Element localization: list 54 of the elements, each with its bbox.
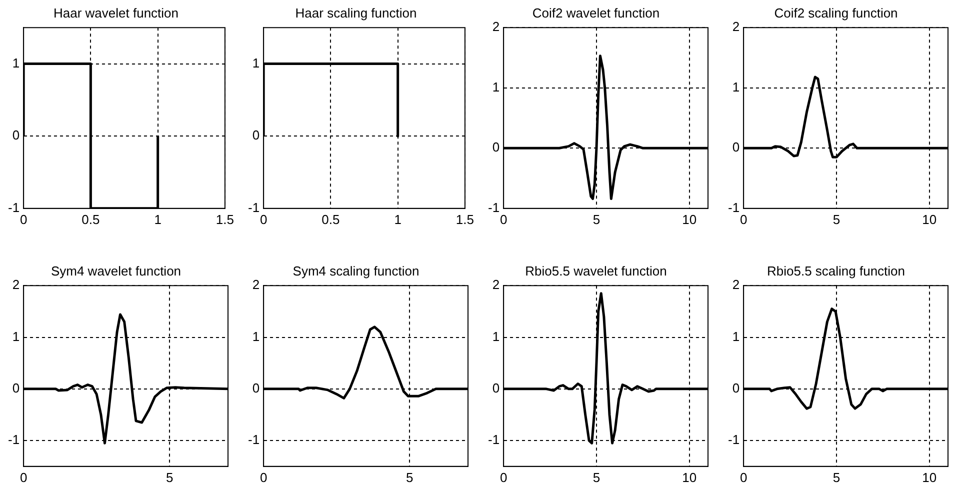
y-tick-label: -1 xyxy=(728,200,740,215)
y-tick-label: 2 xyxy=(732,277,740,292)
chart-title: Haar wavelet function xyxy=(53,5,179,20)
chart-title: Sym4 wavelet function xyxy=(50,263,182,278)
y-tick-label: 1 xyxy=(492,79,500,94)
chart-title: Sym4 scaling function xyxy=(292,263,420,278)
x-tick-label: 10 xyxy=(682,470,697,485)
x-tick-label: 1.5 xyxy=(216,212,234,227)
x-tick-label: 10 xyxy=(922,212,937,227)
y-tick-label: 1 xyxy=(492,328,500,344)
x-tick-label: 5 xyxy=(592,212,600,227)
y-tick-label: 0 xyxy=(492,140,500,155)
y-tick-label: 1 xyxy=(252,328,260,344)
y-tick-label: 2 xyxy=(732,19,740,34)
y-tick-label: 0 xyxy=(492,380,500,396)
y-tick-label: -1 xyxy=(488,200,500,215)
x-tick-label: 0.5 xyxy=(82,212,100,227)
x-tick-label: 5 xyxy=(592,470,600,485)
x-tick-label: 0.5 xyxy=(322,212,340,227)
x-tick-label: 1.5 xyxy=(456,212,474,227)
y-tick-label: 0 xyxy=(12,380,20,396)
x-tick-label: 1 xyxy=(394,212,402,227)
chart-title: Coif2 wavelet function xyxy=(532,5,660,20)
chart-title: Rbio5.5 scaling function xyxy=(766,263,906,278)
y-tick-label: 2 xyxy=(252,277,260,292)
x-tick-label: 5 xyxy=(832,470,840,485)
y-tick-label: 1 xyxy=(12,55,20,70)
x-tick-label: 5 xyxy=(832,212,840,227)
y-tick-label: 2 xyxy=(492,277,500,292)
y-tick-label: -1 xyxy=(8,200,20,215)
y-tick-label: 0 xyxy=(732,380,740,396)
x-tick-label: 10 xyxy=(922,470,937,485)
y-tick-label: 0 xyxy=(252,380,260,396)
y-tick-label: 1 xyxy=(732,79,740,94)
y-tick-label: 0 xyxy=(252,128,260,143)
x-tick-label: 5 xyxy=(406,470,414,485)
chart-title: Rbio5.5 wavelet function xyxy=(525,263,667,278)
y-tick-label: -1 xyxy=(248,432,260,448)
x-tick-label: 1 xyxy=(154,212,162,227)
x-tick-label: 10 xyxy=(682,212,697,227)
y-tick-label: 1 xyxy=(252,55,260,70)
x-tick-label: 5 xyxy=(166,470,174,485)
chart-title: Coif2 scaling function xyxy=(774,5,898,20)
y-tick-label: 2 xyxy=(492,19,500,34)
y-tick-label: -1 xyxy=(8,432,20,448)
y-tick-label: 2 xyxy=(12,277,20,292)
y-tick-label: 0 xyxy=(732,140,740,155)
chart-title: Haar scaling function xyxy=(295,5,417,20)
y-tick-label: -1 xyxy=(248,200,260,215)
y-tick-label: 1 xyxy=(12,328,20,344)
y-tick-label: -1 xyxy=(728,432,740,448)
y-tick-label: 1 xyxy=(732,328,740,344)
y-tick-label: -1 xyxy=(488,432,500,448)
y-tick-label: 0 xyxy=(12,128,20,143)
